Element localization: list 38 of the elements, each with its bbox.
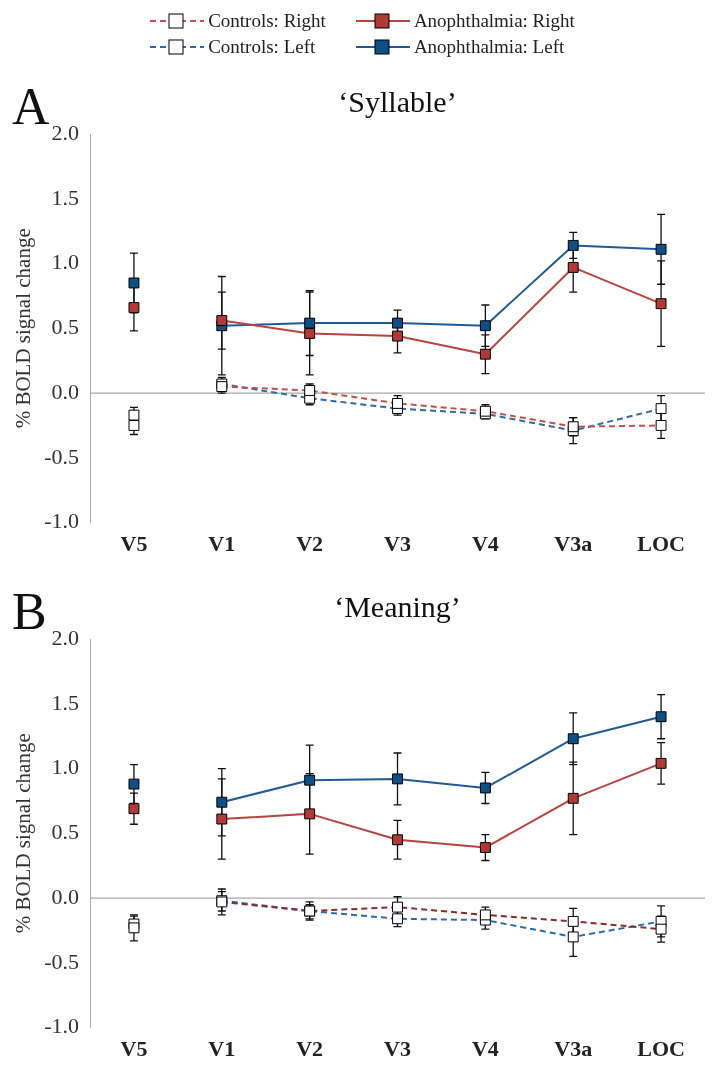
y-tick-label: 2.0 <box>51 624 80 650</box>
text: B <box>12 583 47 640</box>
y-tick-label: 0.0 <box>51 883 80 909</box>
y-tick-label: 2.0 <box>51 119 80 145</box>
chart-title: ‘Meaning’ <box>334 590 461 623</box>
x-tick-label: V2 <box>296 531 324 557</box>
y-tick-label: 0.5 <box>51 819 80 845</box>
y-axis-title: % BOLD signal change <box>11 228 36 429</box>
x-tick-label: V5 <box>120 531 148 557</box>
legend-label: Controls: Right <box>208 10 326 32</box>
x-tick-label: V4 <box>471 1036 499 1062</box>
x-tick-label: LOC <box>637 1036 685 1062</box>
x-tick-label: V3a <box>554 531 593 557</box>
x-tick-label: V3a <box>554 1036 593 1062</box>
x-tick-label: V4 <box>471 531 499 557</box>
legend-label: Anophthalmia: Left <box>413 36 565 58</box>
chart-title: ‘Syllable’ <box>338 85 457 118</box>
y-tick-label: -1.0 <box>44 1013 80 1039</box>
legend-label: Anophthalmia: Right <box>413 10 575 32</box>
text: A <box>12 78 50 135</box>
y-tick-label: 1.0 <box>51 249 80 275</box>
y-axis-title: % BOLD signal change <box>11 733 36 934</box>
x-tick-label: LOC <box>637 531 685 557</box>
x-tick-label: V3 <box>384 1036 411 1062</box>
y-tick-label: -0.5 <box>44 443 80 469</box>
y-tick-label: -0.5 <box>44 948 80 974</box>
x-tick-label: V3 <box>384 531 411 557</box>
x-tick-label: V1 <box>208 1036 236 1062</box>
y-tick-label: 1.5 <box>51 689 80 715</box>
x-tick-label: V1 <box>208 531 236 557</box>
y-tick-label: 0.0 <box>51 378 80 404</box>
x-tick-label: V5 <box>120 1036 148 1062</box>
y-tick-label: 1.5 <box>51 184 80 210</box>
y-tick-label: -1.0 <box>44 508 80 534</box>
legend-label: Controls: Left <box>208 36 316 58</box>
y-tick-label: 0.5 <box>51 314 80 340</box>
y-tick-label: 1.0 <box>51 754 80 780</box>
x-tick-label: V2 <box>296 1036 324 1062</box>
